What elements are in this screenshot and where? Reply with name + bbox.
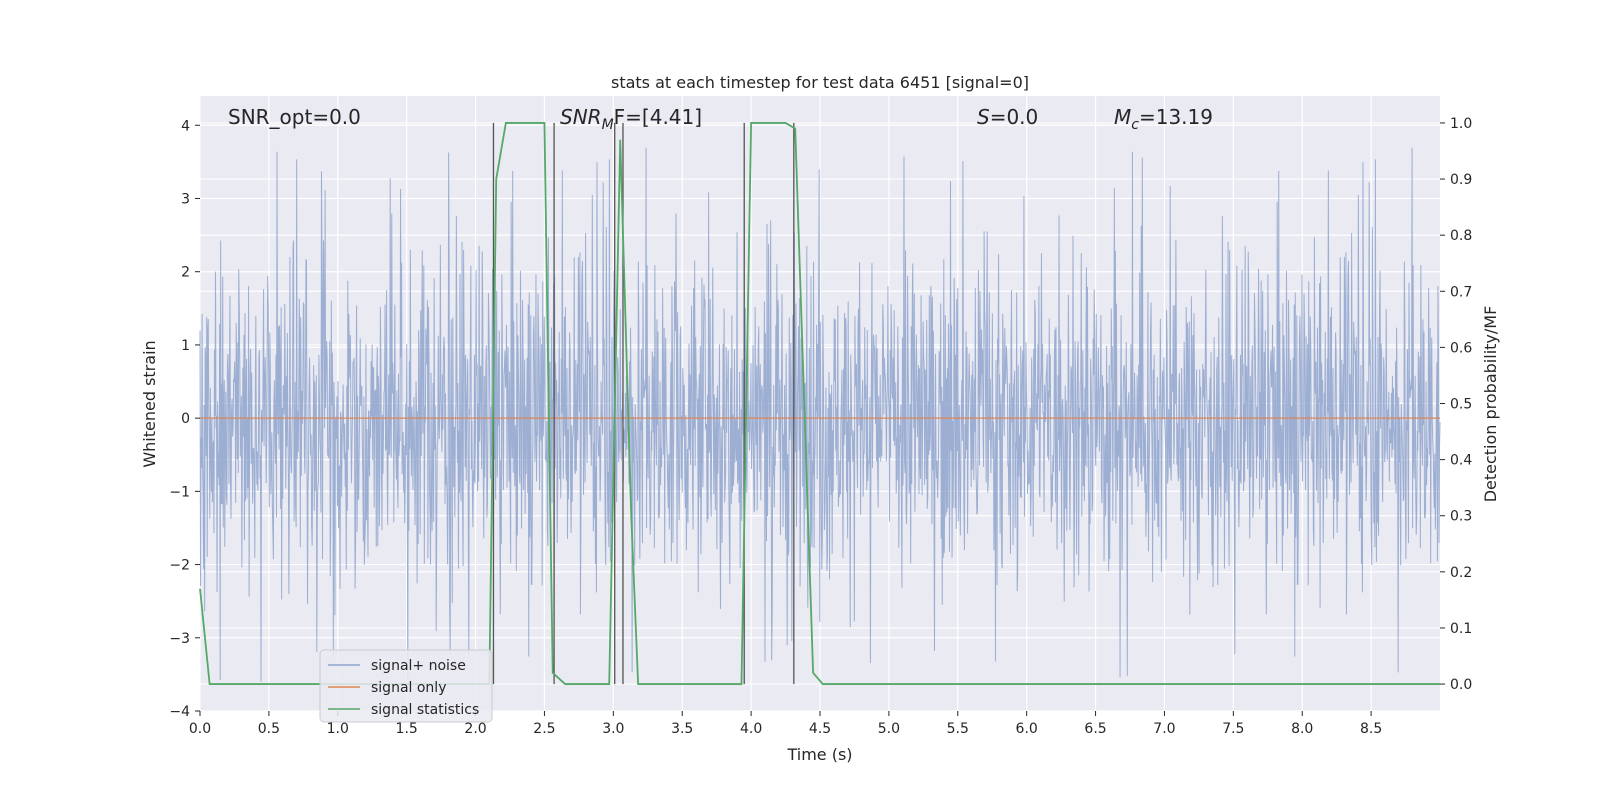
y2-tick-label: 0.3 — [1450, 509, 1472, 525]
y-tick-label: 0 — [181, 411, 190, 427]
y-tick-label: 1 — [181, 338, 190, 354]
y-tick-label: −3 — [169, 631, 190, 647]
y2-tick-label: 0.0 — [1450, 677, 1472, 693]
annotation-snr-mf-main: SNR — [560, 105, 602, 129]
y2-tick-label: 0.1 — [1450, 621, 1472, 637]
y2-tick-label: 1.0 — [1450, 116, 1472, 132]
y2-tick-label: 0.9 — [1450, 172, 1472, 188]
annotation-snr-opt: SNR_opt=0.0 — [228, 105, 361, 129]
y-axis-label: Whitened strain — [140, 340, 159, 467]
annotation-mc: Mc=13.19 — [1114, 105, 1213, 133]
annotation-snr-mf-sub: M — [602, 117, 614, 133]
y-tick-label: 3 — [181, 192, 190, 208]
annotation-mc-sub: c — [1131, 117, 1139, 133]
y2-tick-label: 0.2 — [1450, 565, 1472, 581]
x-axis-ticks: 0.0 0.5 1.0 1.5 2.0 2.5 3.0 3.5 4.0 4.5 5.0 5.5 6.0 6… — [189, 711, 1382, 737]
y2-axis-ticks: 1.0 0.9 0.8 0.7 0.6 0.5 0.4 0.3 0.2 0.1 0.0 — [1440, 116, 1472, 693]
y-tick-label: 2 — [181, 265, 190, 281]
x-tick-label: 1.0 — [327, 721, 349, 737]
annotation-snr-mf: SNRMF=[4.41] — [560, 105, 702, 133]
x-tick-label: 6.5 — [1084, 721, 1106, 737]
annotation-mc-rest: =13.19 — [1139, 105, 1213, 129]
legend-label-signal-noise: signal+ noise — [371, 658, 466, 674]
y2-axis-label: Detection probability/MF — [1481, 306, 1500, 503]
x-tick-label: 6.0 — [1016, 721, 1038, 737]
chart-title: stats at each timestep for test data 645… — [611, 73, 1029, 92]
x-tick-label: 2.5 — [533, 721, 555, 737]
series-signal-statistics — [199, 122, 1440, 685]
y-tick-label: −1 — [169, 484, 190, 500]
x-tick-label: 7.0 — [1153, 721, 1175, 737]
y-axis-ticks: 4 3 2 1 0 −1 −2 −3 −4 — [169, 118, 200, 720]
series-signal-noise — [199, 147, 1441, 682]
x-tick-label: 5.5 — [947, 721, 969, 737]
y-tick-label: 4 — [181, 118, 190, 134]
legend-box — [319, 649, 493, 723]
x-tick-label: 8.0 — [1291, 721, 1313, 737]
annotation-s-rest: =0.0 — [990, 105, 1039, 129]
x-tick-label: 3.5 — [671, 721, 693, 737]
signal-noise-line — [199, 147, 1441, 682]
x-tick-label: 2.0 — [464, 721, 486, 737]
x-tick-label: 4.5 — [809, 721, 831, 737]
x-tick-label: 1.5 — [396, 721, 418, 737]
x-tick-label: 0.0 — [189, 721, 211, 737]
x-tick-label: 4.0 — [740, 721, 762, 737]
y2-tick-label: 0.7 — [1450, 284, 1472, 300]
legend-label-signal-statistics: signal statistics — [371, 702, 479, 718]
legend: signal+ noise signal only signal statist… — [319, 649, 493, 723]
x-tick-label: 7.5 — [1222, 721, 1244, 737]
y2-tick-label: 0.6 — [1450, 340, 1472, 356]
x-tick-label: 3.0 — [602, 721, 624, 737]
annotation-s: S=0.0 — [977, 105, 1038, 129]
x-tick-label: 8.5 — [1360, 721, 1382, 737]
y2-tick-label: 0.8 — [1450, 228, 1472, 244]
x-tick-label: 0.5 — [258, 721, 280, 737]
y2-tick-label: 0.5 — [1450, 397, 1472, 413]
annotation-snr-mf-rest: F=[4.41] — [614, 105, 702, 129]
y2-tick-label: 0.4 — [1450, 453, 1472, 469]
x-tick-label: 5.0 — [878, 721, 900, 737]
legend-label-signal-only: signal only — [371, 680, 446, 696]
y-tick-label: −2 — [169, 558, 190, 574]
signal-statistics-line — [199, 122, 1440, 685]
annotation-s-main: S — [977, 105, 990, 129]
x-axis-label: Time (s) — [786, 745, 852, 764]
y-tick-label: −4 — [169, 704, 190, 720]
annotation-mc-main: M — [1114, 105, 1131, 129]
